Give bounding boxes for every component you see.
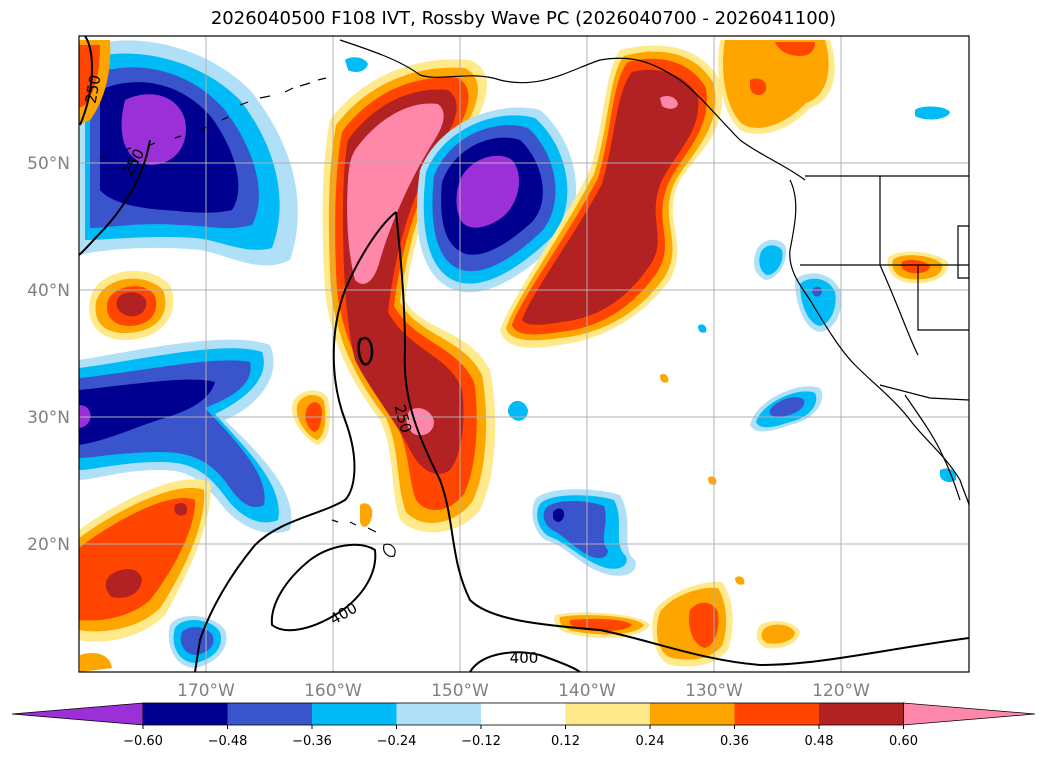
lon-label: 130°W [685,681,743,701]
colorbar-segment [734,703,819,725]
colorbar-segment [143,703,228,725]
contour-250-central-east [395,211,969,667]
figure-title: 2026040500 F108 IVT, Rossby Wave PC (202… [210,8,837,29]
contour-400-south [469,651,581,672]
positive-anomaly-southeast [360,503,373,527]
contour-250-northwest [79,139,151,256]
negative-anomaly-coastal [345,57,368,72]
positive-anomaly-northeast [750,78,767,96]
colorbar-frame [142,702,904,726]
positive-anomaly-central-band [347,103,444,284]
mexico-border [879,384,969,401]
map-frame [78,35,970,673]
colorbar-segment [819,703,904,725]
contour-label: 400 [510,649,539,667]
baja-california [904,394,961,501]
contour-small-loop [357,336,374,366]
colorbar-tick-label: 0.48 [805,734,834,749]
colorbar-segment [312,703,397,725]
colorbar-segment [396,703,481,725]
lon-label: 120°W [812,681,870,701]
colorbar-tick-label: 0.60 [889,734,918,749]
negative-anomaly-coastal [698,324,707,333]
gridlines [79,36,969,672]
contour-400-loop [270,543,377,632]
colorbar-tick-label: 0.36 [720,734,749,749]
positive-anomaly-southwest [105,568,142,598]
lat-label: 30°N [27,408,70,428]
colorbar-tick-label: −0.12 [461,734,501,749]
contour-250-central [194,211,397,672]
colorbar: −0.60 −0.48 −0.36 −0.24 −0.12 0.12 0.24 0.36 0.4… [11,702,1036,749]
colorbar-segment [481,703,566,725]
positive-anomaly-southeast [660,373,669,383]
negative-anomaly-south [553,508,565,522]
negative-anomaly-central [456,155,520,228]
lon-label: 150°W [431,681,489,701]
positive-anomaly-northeast [723,40,829,128]
us-state-border [800,176,969,356]
lat-label: 20°N [27,535,70,555]
lon-label: 160°W [304,681,362,701]
negative-anomaly-northwest [121,94,186,165]
colorbar-tick-label: −0.24 [377,734,417,749]
positive-anomaly-west-edge [79,45,100,108]
colorbar-tick-label: −0.36 [292,734,332,749]
colorbar-tick-label: −0.60 [123,734,163,749]
aleutian-islands [99,77,327,159]
lon-label: 170°W [177,681,235,701]
contour-label: 250 [82,73,105,104]
west-coast [789,179,969,506]
positive-anomaly-east-band [522,69,699,325]
alaska-coastline [339,39,806,181]
positive-anomaly-southeast [735,576,745,585]
negative-anomaly-east-small [769,397,805,417]
positive-anomaly-southeast [761,624,795,644]
lat-label: 50°N [27,154,70,174]
colorbar-tick-label: 0.12 [551,734,580,749]
negative-anomaly-coastal [759,245,783,275]
colorbar-segment [650,703,735,725]
coastline-layer [99,39,969,557]
negative-anomaly-coastal [915,106,950,120]
colorbar-segment [565,703,650,725]
lat-label: 40°N [27,281,70,301]
positive-anomaly-southwest [174,503,188,516]
positive-anomaly-northeast [775,42,815,56]
hawaii [331,519,396,557]
contour-layer [79,36,969,672]
colorbar-tick-label: −0.48 [208,734,248,749]
negative-anomaly-coastal [812,286,822,297]
negative-anomaly-south-small [180,627,214,655]
positive-anomaly-inland [901,259,930,274]
positive-anomaly-east-band [660,96,678,109]
positive-anomaly-southeast [80,652,112,672]
colorbar-extend-max [903,702,1036,726]
positive-anomaly-southeast [688,602,719,648]
lon-label: 140°W [558,681,616,701]
negative-anomaly-west-band [79,379,215,445]
positive-anomaly-small [116,292,147,317]
colorbar-segment [227,703,312,725]
colorbar-tick-label: 0.24 [636,734,665,749]
negative-anomaly-small [507,400,528,421]
colorbar-extend-min [11,702,144,726]
negative-anomaly-coastal [800,278,836,326]
contour-250-west [79,36,93,126]
